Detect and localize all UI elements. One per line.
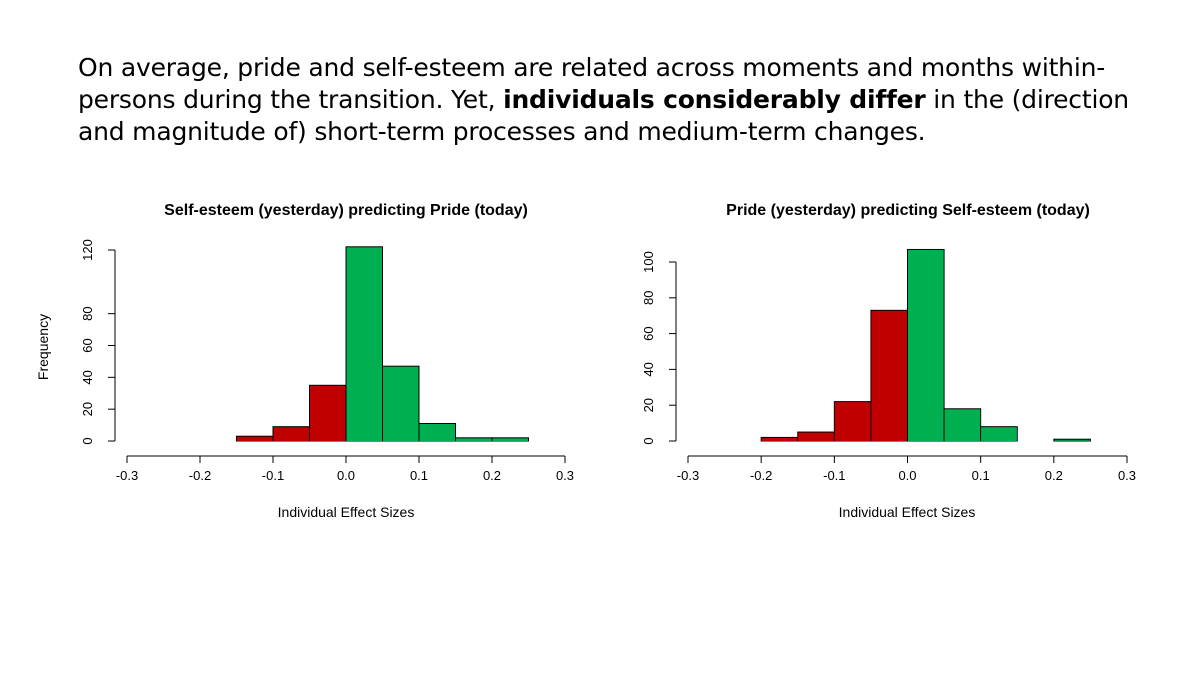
chart2-x-tick-label-1: -0.2 [750, 468, 772, 483]
chart1-x-tick-label-5: 0.2 [483, 468, 501, 483]
chart1-y-tick-label-2: 40 [80, 370, 95, 384]
chart1-x-axis-label: Individual Effect Sizes [278, 504, 415, 520]
chart1-bar-fill-5 [419, 424, 455, 441]
chart1-x-tick-label-3: 0.0 [337, 468, 355, 483]
chart2-y-tick-label-5: 100 [641, 251, 656, 273]
chart2-bar-fill-3 [871, 311, 907, 441]
slide-text-part2: in the (direction and magnitude of) shor… [78, 85, 1129, 146]
chart2-bar-fill-1 [798, 433, 834, 441]
chart1-bar-fill-0 [237, 437, 273, 441]
chart1-y-tick-label-3: 60 [80, 338, 95, 352]
chart1-y-tick-label-1: 20 [80, 402, 95, 416]
chart2-y-tick-label-0: 0 [641, 437, 656, 444]
chart2-bar-fill-4 [908, 250, 944, 441]
chart2-x-tick-label-2: -0.1 [823, 468, 845, 483]
chart2-title: Pride (yesterday) predicting Self-esteem… [726, 202, 1090, 219]
chart1-x-tick-label-2: -0.1 [262, 468, 284, 483]
chart2-x-tick-label-3: 0.0 [898, 468, 916, 483]
chart2-x-tick-label-0: -0.3 [677, 468, 699, 483]
slide-text-part1: On average, pride and self-esteem are re… [78, 53, 1106, 114]
chart1-y-tick-label-4: 80 [80, 306, 95, 320]
slide-text-bold: individuals considerably differ [503, 85, 926, 114]
chart2-y-tick-label-4: 80 [641, 291, 656, 305]
chart1-title: Self-esteem (yesterday) predicting Pride… [164, 202, 528, 219]
chart1-x-tick-label-0: -0.3 [116, 468, 138, 483]
chart1-bar-fill-4 [383, 367, 419, 441]
chart2-bar-fill-2 [834, 403, 871, 441]
chart2-y-tick-label-3: 60 [641, 326, 656, 340]
chart2-bar-fill-6 [981, 428, 1017, 441]
chart2-x-tick-label-4: 0.1 [972, 468, 990, 483]
chart1-x-tick-label-1: -0.2 [189, 468, 211, 483]
chart1-x-tick-label-4: 0.1 [410, 468, 428, 483]
chart1-y-axis-label: Frequency [35, 314, 51, 380]
chart2-y-tick-label-2: 40 [641, 362, 656, 376]
chart2-y-tick-label-1: 20 [641, 398, 656, 412]
chart1-x-tick-label-6: 0.3 [556, 468, 574, 483]
chart2-bar-fill-0 [761, 438, 798, 441]
chart2-x-tick-label-5: 0.2 [1045, 468, 1063, 483]
chart1-bar-fill-1 [273, 428, 309, 441]
chart1-bar-fill-2 [310, 386, 346, 441]
chart1-bar-fill-7 [492, 439, 528, 441]
chart1-y-tick-label-0: 0 [80, 437, 95, 444]
chart2-bar-fill-5 [944, 410, 981, 441]
chart1-y-tick-label-5: 120 [80, 239, 95, 261]
chart2-x-axis-label: Individual Effect Sizes [839, 504, 976, 520]
slide-body-text: On average, pride and self-esteem are re… [78, 52, 1138, 148]
chart1-bar-fill-6 [456, 439, 492, 441]
chart2-x-tick-label-6: 0.3 [1118, 468, 1136, 483]
chart1-bar-fill-3 [346, 248, 382, 441]
